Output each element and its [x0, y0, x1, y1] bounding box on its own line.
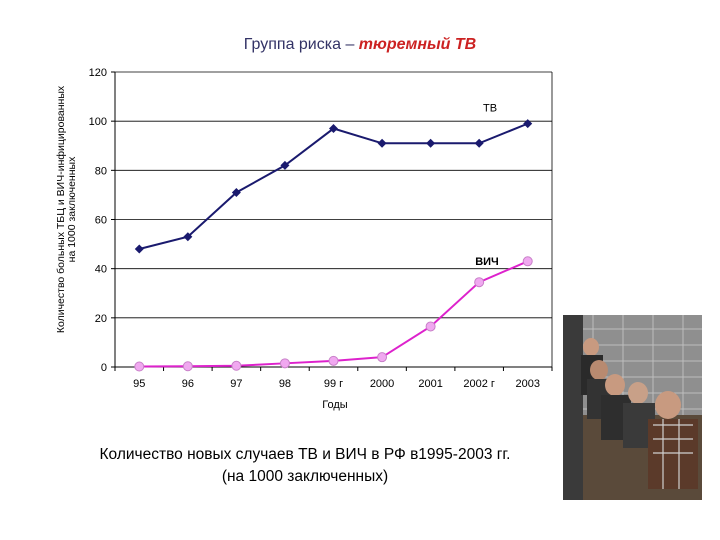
y-tick-label: 40: [95, 264, 107, 276]
data-point-hiv: [425, 321, 436, 332]
series-group: [134, 119, 533, 372]
data-point-hiv: [182, 361, 193, 372]
data-point-hiv: [279, 358, 290, 369]
data-point-tb: [426, 138, 436, 148]
x-axis-label: Годы: [322, 399, 348, 411]
data-point-hiv: [377, 352, 388, 363]
data-point-hiv: [328, 355, 339, 366]
data-point-hiv: [474, 277, 485, 288]
axes: [111, 71, 553, 371]
data-point-hiv: [134, 361, 145, 372]
x-tick-label: 2003: [515, 378, 539, 390]
y-tick-label: 100: [89, 116, 107, 128]
data-point-tb: [134, 244, 144, 254]
y-tick-label: 0: [101, 362, 107, 374]
data-point-tb: [377, 138, 387, 148]
y-axis-label-line: Количество больных ТБЦ и ВИЧ-инфицирован…: [55, 85, 67, 333]
data-point-hiv: [231, 360, 242, 371]
chart-title-prefix: Группа риска –: [243, 36, 359, 53]
x-tick-label: 96: [182, 378, 194, 390]
y-axis-label: Количество больных ТБЦ и ВИЧ-инфицирован…: [55, 85, 78, 333]
x-tick-label: 97: [230, 378, 242, 390]
data-point-tb: [183, 232, 193, 242]
chart-title: Группа риска – тюремный ТВ: [0, 36, 720, 54]
caption-line-2: (на 1000 заключенных): [221, 468, 389, 485]
data-point-tb: [231, 187, 241, 197]
data-point-tb: [474, 138, 484, 148]
prisoners-photo: [563, 315, 702, 500]
data-point-tb: [329, 124, 338, 134]
x-tick-label: 99 г: [324, 378, 343, 390]
tick-labels: 0 20 40 60 80 100 120 95 96 97 98 99 г 2000 2001 2002 …: [89, 67, 540, 390]
x-tick-label: 2001: [418, 378, 442, 390]
x-tick-label: 2002 г: [463, 378, 495, 390]
data-point-tb: [523, 119, 533, 129]
chart-caption: Количество новых случаев ТВ и ВИЧ в РФ в…: [40, 444, 570, 488]
y-tick-label: 60: [95, 215, 107, 227]
caption-line-1: Количество новых случаев ТВ и ВИЧ в РФ в…: [99, 446, 511, 463]
y-tick-label: 20: [95, 313, 107, 325]
series-labels: ТВ ВИЧ: [475, 102, 499, 268]
x-tick-label: 2000: [370, 378, 394, 390]
series-label-hiv: ВИЧ: [475, 256, 499, 268]
chart-title-highlight: тюремный ТВ: [358, 36, 477, 53]
x-tick-label: 95: [133, 378, 145, 390]
series-line-hiv: [139, 260, 529, 368]
data-point-hiv: [522, 256, 533, 267]
grid: [115, 71, 552, 319]
series-line-tb: [139, 122, 529, 250]
y-tick-label: 120: [89, 67, 107, 79]
y-axis-label-line: на 1000 заключенных: [66, 156, 78, 262]
y-tick-label: 80: [95, 165, 107, 177]
x-tick-label: 98: [279, 378, 291, 390]
data-point-tb: [280, 160, 290, 170]
series-label-tb: ТВ: [483, 102, 497, 114]
